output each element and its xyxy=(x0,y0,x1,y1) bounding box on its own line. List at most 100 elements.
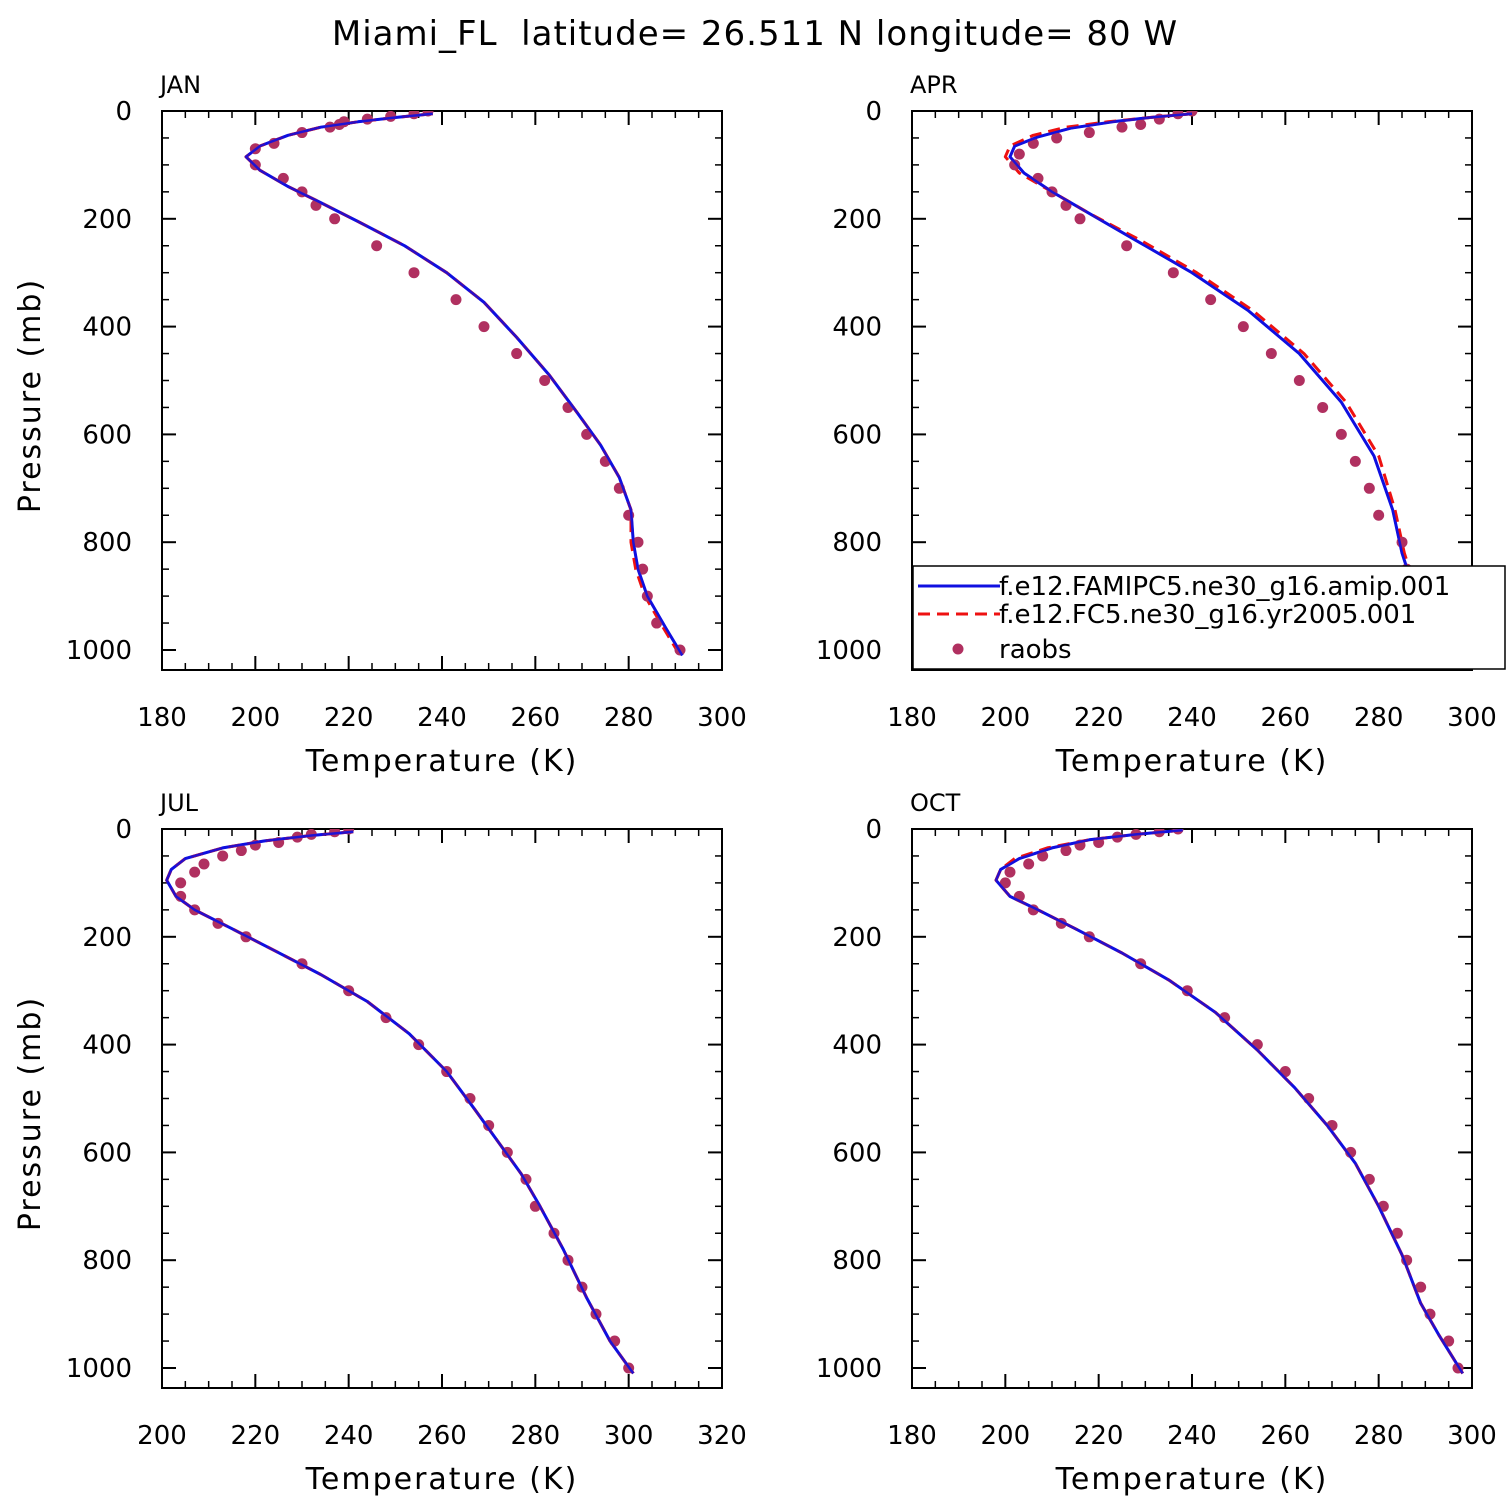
x-axis-title: Temperature (K) xyxy=(305,1462,579,1497)
x-tick-label: 220 xyxy=(1074,703,1124,733)
y-tick-label: 600 xyxy=(832,1138,882,1168)
y-tick-label: 800 xyxy=(82,528,132,558)
raobs-point xyxy=(1060,845,1072,857)
y-tick-label: 600 xyxy=(82,420,132,450)
y-tick-label: 200 xyxy=(832,923,882,953)
x-tick-label: 240 xyxy=(324,1421,374,1451)
raobs-point xyxy=(1293,375,1305,386)
plot-frame xyxy=(911,828,1473,1389)
raobs-point xyxy=(1004,866,1016,878)
legend-label: f.e12.FAMIPC5.ne30_g16.amip.001 xyxy=(999,572,1450,602)
raobs-point xyxy=(1443,1335,1455,1347)
y-tick-label: 800 xyxy=(82,1246,132,1276)
raobs-point xyxy=(1373,509,1385,521)
plot-area xyxy=(994,829,1464,1375)
raobs-point xyxy=(1116,121,1128,133)
y-tick-label: 400 xyxy=(82,313,132,343)
y-tick-label: 400 xyxy=(832,313,882,343)
x-tick-label: 300 xyxy=(1447,703,1497,733)
raobs-point xyxy=(408,267,420,279)
raobs-point xyxy=(371,240,383,252)
plot-frame xyxy=(161,828,723,1389)
x-tick-label: 280 xyxy=(604,703,654,733)
main-title: Miami_FL latitude= 26.511 N longitude= 8… xyxy=(332,14,1178,54)
series-line-fc5 xyxy=(244,112,682,657)
x-tick-label: 240 xyxy=(1167,703,1217,733)
panel-title: JUL xyxy=(158,789,199,817)
series-line-fc5 xyxy=(165,830,635,1375)
y-tick-label: 200 xyxy=(82,923,132,953)
panel-jan: 180 200 220 240 260 280 300 0 200 400 600 800 1000 JA… xyxy=(13,71,747,779)
x-tick-label: 260 xyxy=(1261,1421,1311,1451)
panels: 180 200 220 240 260 280 300 0 200 400 600 800 1000 JA… xyxy=(13,71,1506,1497)
raobs-point xyxy=(1265,348,1277,360)
raobs-point xyxy=(1349,455,1361,467)
y-tick-label: 1000 xyxy=(66,1354,132,1384)
x-tick-label: 280 xyxy=(1354,703,1404,733)
x-tick-label: 280 xyxy=(1354,1421,1404,1451)
series-line-famipc5 xyxy=(244,112,684,657)
legend: f.e12.FAMIPC5.ne30_g16.amip.001f.e12.FC5… xyxy=(912,565,1506,670)
y-tick-label: 800 xyxy=(832,1246,882,1276)
raobs-point xyxy=(1013,148,1025,160)
y-axis-title: Pressure (mb) xyxy=(13,278,48,513)
raobs-point xyxy=(217,850,229,862)
series-line-famipc5-overlay xyxy=(165,830,635,1375)
y-tick-label: 200 xyxy=(832,205,882,235)
panel-title: JAN xyxy=(158,71,201,99)
y-tick-label: 200 xyxy=(82,205,132,235)
y-tick-label: 1000 xyxy=(66,636,132,666)
raobs-point xyxy=(999,877,1011,889)
raobs-point xyxy=(1121,240,1133,252)
x-tick-label: 180 xyxy=(887,703,937,733)
raobs-point xyxy=(1335,428,1347,440)
raobs-point xyxy=(1009,159,1021,171)
x-tick-label: 200 xyxy=(981,703,1031,733)
panel-oct: 180 200 220 240 260 280 300 0 200 400 600 800 1000 OC… xyxy=(816,789,1497,1497)
x-axis-title: Temperature (K) xyxy=(1055,744,1329,779)
raobs-point xyxy=(329,213,341,225)
raobs-point xyxy=(1363,482,1375,494)
y-tick-label: 0 xyxy=(115,97,132,127)
legend-box xyxy=(912,565,1506,670)
raobs-point xyxy=(1415,1281,1427,1293)
raobs-point xyxy=(511,348,523,360)
x-tick-label: 260 xyxy=(417,1421,467,1451)
x-axis-title: Temperature (K) xyxy=(305,744,579,779)
y-tick-label: 1000 xyxy=(816,636,882,666)
raobs-point xyxy=(1205,294,1217,306)
y-tick-label: 600 xyxy=(832,420,882,450)
y-tick-label: 0 xyxy=(865,815,882,845)
x-tick-label: 260 xyxy=(1261,703,1311,733)
y-tick-label: 800 xyxy=(832,528,882,558)
raobs-point xyxy=(450,294,462,306)
legend-label: raobs xyxy=(999,635,1072,665)
x-tick-label: 200 xyxy=(231,703,281,733)
x-tick-label: 200 xyxy=(981,1421,1031,1451)
plot-area xyxy=(165,829,635,1375)
raobs-point xyxy=(1391,1227,1403,1239)
x-tick-label: 300 xyxy=(1447,1421,1497,1451)
legend-label: f.e12.FC5.ne30_g16.yr2005.001 xyxy=(999,600,1416,630)
raobs-point xyxy=(1051,132,1063,144)
x-axis-title: Temperature (K) xyxy=(1055,1462,1329,1497)
raobs-point xyxy=(1167,267,1179,279)
x-tick-label: 180 xyxy=(887,1421,937,1451)
raobs-point xyxy=(1135,118,1147,130)
raobs-point xyxy=(235,845,247,857)
x-tick-label: 180 xyxy=(137,703,187,733)
raobs-point xyxy=(478,321,490,333)
y-tick-label: 400 xyxy=(832,1031,882,1061)
panel-jul: 200 220 240 260 280 300 320 0 200 400 600 800 1000 JU… xyxy=(13,789,747,1497)
raobs-point xyxy=(189,866,201,878)
x-tick-label: 320 xyxy=(697,1421,747,1451)
x-tick-label: 280 xyxy=(511,1421,561,1451)
series-line-famipc5 xyxy=(994,829,1464,1375)
raobs-point xyxy=(1037,850,1049,862)
raobs-point xyxy=(632,536,644,548)
x-tick-label: 240 xyxy=(417,703,467,733)
x-tick-label: 300 xyxy=(697,703,747,733)
series-line-famipc5-overlay xyxy=(994,829,1464,1375)
raobs-point xyxy=(1023,858,1035,870)
